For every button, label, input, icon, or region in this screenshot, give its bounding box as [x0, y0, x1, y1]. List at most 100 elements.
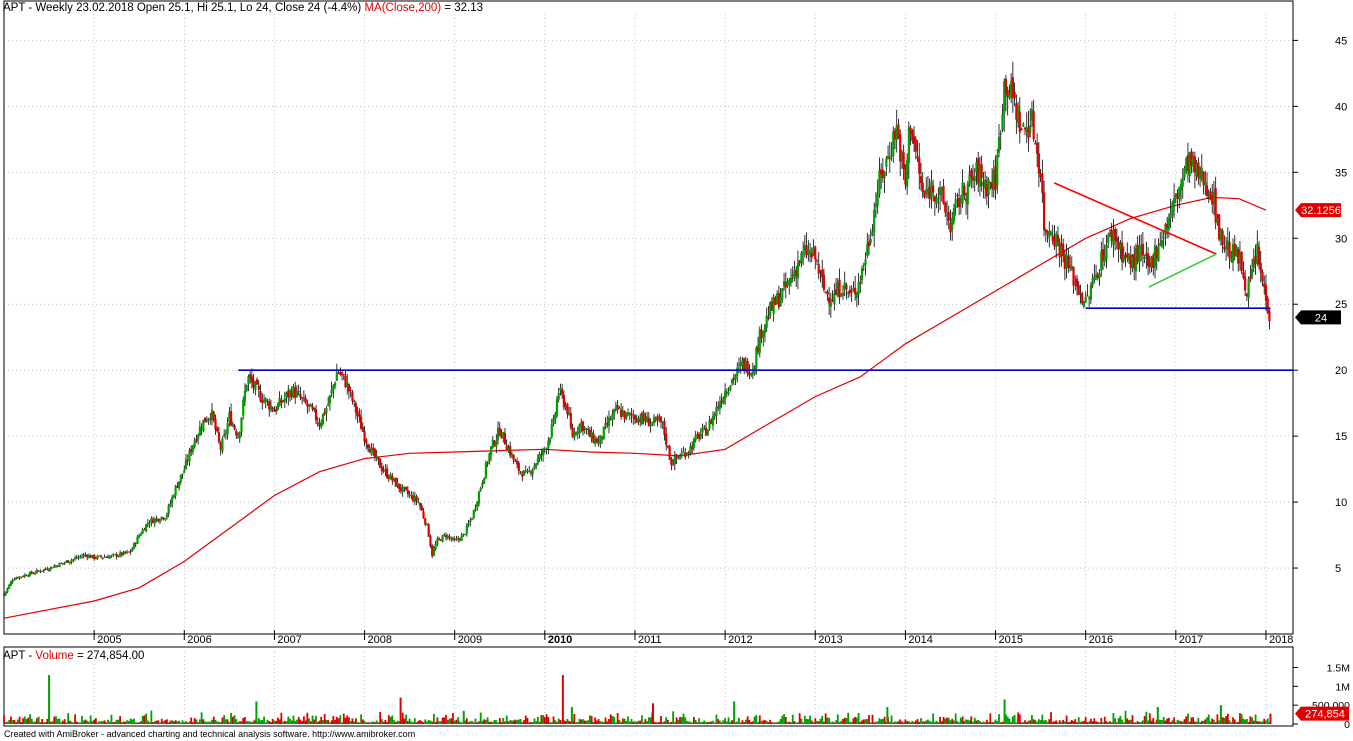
candle-body — [221, 438, 224, 452]
candle-body — [405, 487, 408, 490]
candle-body — [243, 390, 247, 402]
volume-spike — [462, 710, 465, 724]
volume-bar — [1105, 721, 1108, 724]
candle-body — [292, 386, 295, 397]
volume-bar — [824, 713, 827, 724]
candle-body — [656, 416, 659, 421]
volume-bar — [538, 721, 541, 724]
volume-bar — [831, 721, 834, 724]
volume-bar — [1174, 722, 1177, 724]
volume-bar — [1084, 717, 1087, 724]
candle-body — [139, 533, 143, 536]
volume-bar — [1018, 714, 1021, 724]
volume-bar — [1140, 721, 1143, 724]
volume-bar — [1216, 714, 1219, 724]
volume-bar — [795, 722, 798, 724]
candle-body — [450, 538, 453, 540]
volume-value: = 274,854.00 — [73, 650, 145, 662]
candle-body — [758, 329, 761, 353]
candle-body — [736, 367, 739, 376]
candle-body — [1003, 81, 1006, 115]
candle-body — [826, 291, 829, 295]
volume-bar — [575, 722, 577, 724]
candle-body — [1198, 175, 1202, 180]
volume-bar — [1261, 721, 1264, 724]
candle-body — [197, 435, 200, 440]
candle-body — [971, 177, 975, 181]
volume-bar — [968, 720, 971, 724]
volume-bar — [1115, 722, 1118, 724]
candle-body — [1117, 241, 1120, 250]
candle-body — [1044, 229, 1047, 232]
volume-bar — [159, 722, 161, 724]
volume-bar — [318, 720, 321, 724]
volume-bar — [101, 721, 104, 724]
volume-bar — [583, 720, 586, 724]
volume-bar — [91, 721, 94, 724]
volume-bar — [1239, 713, 1241, 724]
volume-bar — [1251, 717, 1253, 724]
volume-bar — [441, 717, 444, 724]
volume-bar — [374, 722, 376, 724]
volume-bar — [1145, 711, 1148, 724]
ohlc-readout: Weekly 23.02.2018 Open 25.1, Hi 25.1, Lo… — [35, 2, 362, 14]
candle-body — [35, 570, 39, 573]
volume-bar — [876, 721, 879, 724]
candle-body — [630, 413, 633, 416]
volume-bar — [720, 722, 723, 724]
volume-bar — [1041, 714, 1044, 724]
candle-body — [1238, 253, 1242, 262]
volume-bar — [1065, 715, 1068, 724]
candle-body — [103, 556, 106, 558]
volume-bar — [304, 720, 307, 724]
volume-bar — [198, 719, 201, 724]
volume-bar — [779, 718, 782, 724]
volume-bar — [458, 721, 461, 724]
candle-body — [443, 534, 446, 536]
volume-bar — [349, 721, 352, 724]
volume-bar — [630, 719, 633, 724]
symbol-label: APT — [3, 2, 26, 14]
ma-label: MA(Close,200) — [364, 2, 442, 14]
candle-body — [923, 190, 926, 198]
triangle-upper-line — [1053, 182, 1217, 255]
candle-body — [385, 468, 389, 478]
volume-bar — [169, 720, 172, 724]
volume-bar — [276, 717, 279, 724]
x-tick-label: 2012 — [728, 634, 752, 646]
volume-bar — [143, 715, 146, 724]
volume-spike — [561, 675, 564, 724]
volume-bar — [921, 721, 924, 724]
volume-bar — [20, 722, 23, 724]
volume-bar — [30, 718, 33, 724]
volume-bar — [521, 722, 524, 724]
candle-body — [678, 457, 682, 459]
volume-bar — [514, 719, 517, 724]
candle-body — [628, 412, 631, 415]
volume-bar — [1017, 712, 1019, 724]
volume-title: APT - Volume = 274,854.00 — [3, 650, 145, 662]
candle-body — [724, 390, 727, 399]
x-tick-label: 2009 — [458, 634, 482, 646]
volume-bar — [394, 721, 397, 724]
candle-body — [297, 391, 300, 393]
volume-bar — [1088, 721, 1091, 724]
volume-bar — [160, 718, 163, 724]
volume-bar — [885, 721, 888, 724]
candle-body — [1004, 78, 1008, 95]
candle-body — [1261, 272, 1264, 282]
x-tick-label: 2006 — [187, 634, 211, 646]
volume-bar — [370, 721, 373, 724]
candle-body — [978, 166, 982, 187]
volume-bar — [1148, 713, 1151, 724]
candle-body — [429, 536, 432, 547]
volume-bar — [535, 721, 538, 724]
candle-body — [70, 560, 73, 562]
candle-body — [269, 405, 273, 410]
volume-bar — [406, 721, 409, 724]
volume-bar — [259, 720, 262, 724]
candle-body — [692, 438, 696, 448]
volume-bar — [299, 719, 302, 724]
volume-bar — [145, 713, 148, 724]
